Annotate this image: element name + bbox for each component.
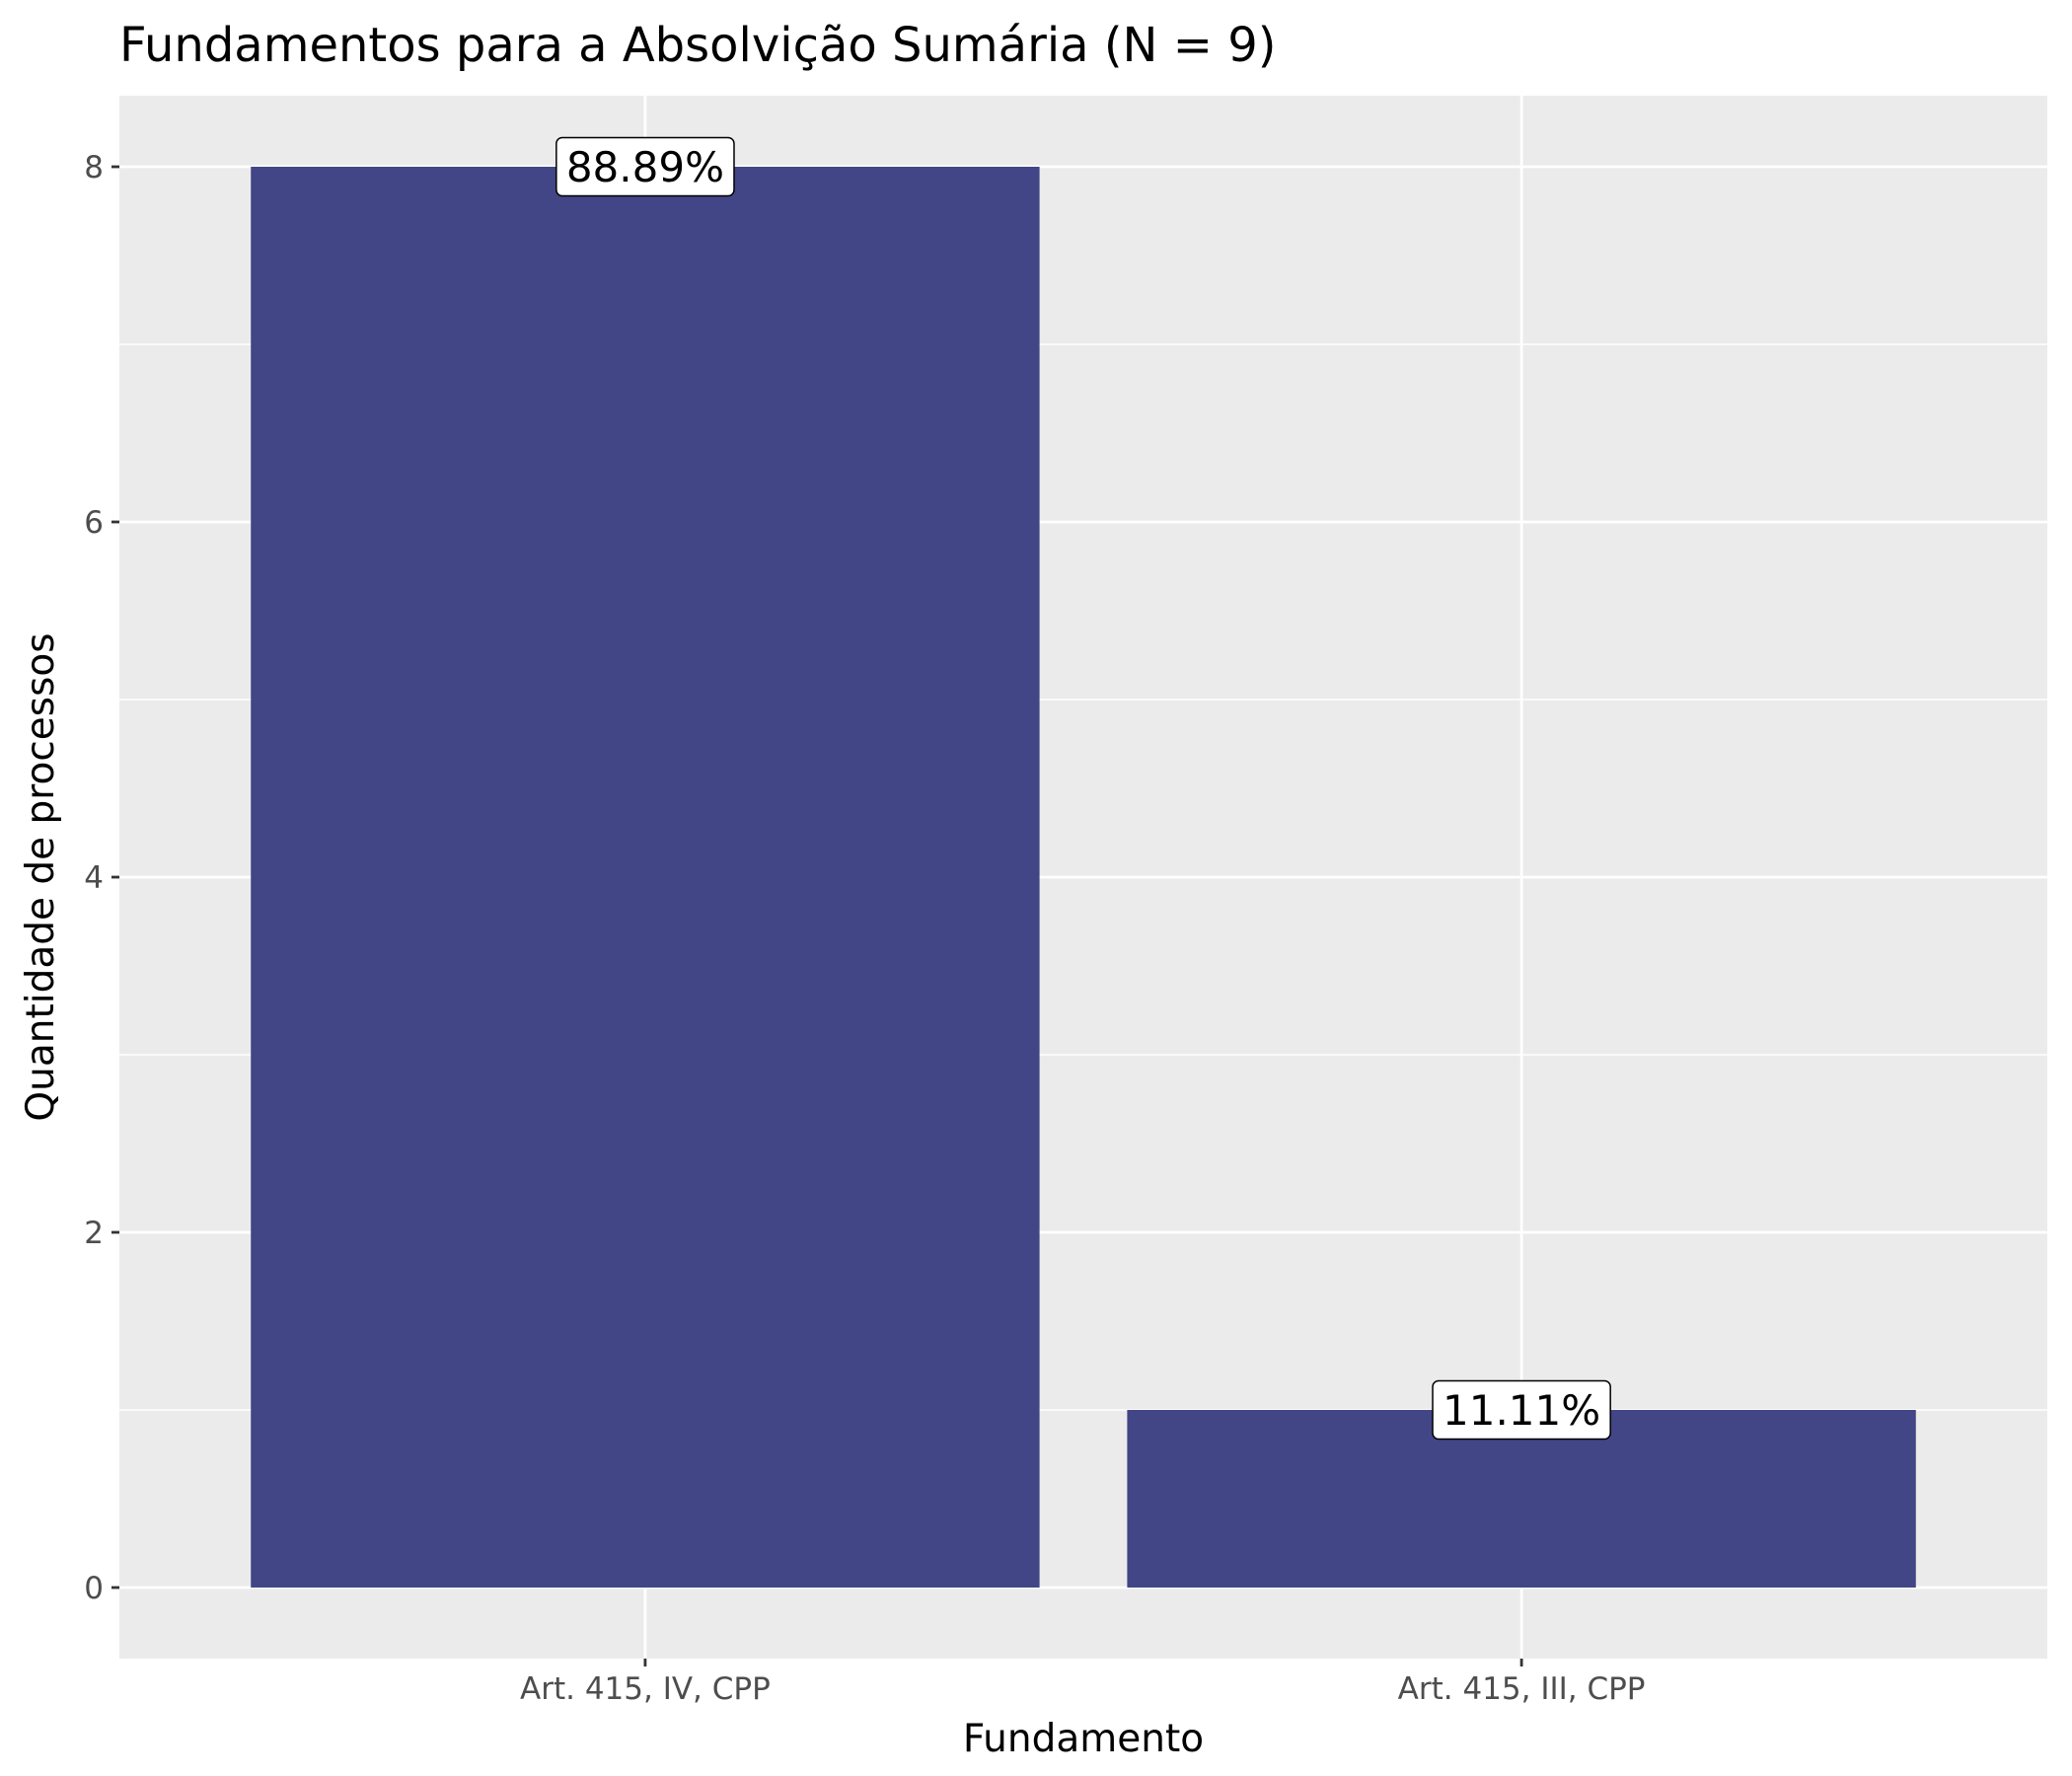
y-tick-label: 0 — [84, 1571, 104, 1606]
data-labels: 88.89% 11.11% — [555, 136, 1611, 1441]
x-axis: Art. 415, IV, CPP Art. 415, III, CPP — [520, 1659, 1646, 1707]
data-label-box — [1432, 1379, 1611, 1441]
y-axis-title: Quantidade de processos — [19, 632, 63, 1121]
x-tick-label: Art. 415, III, CPP — [1398, 1671, 1646, 1707]
y-tick-label: 8 — [84, 150, 104, 185]
y-tick-label: 6 — [84, 505, 104, 541]
data-label: 88.89% — [555, 136, 735, 197]
chart-title: Fundamentos para a Absolvição Sumária (N… — [119, 18, 1276, 73]
y-axis: 0 2 4 6 8 — [84, 150, 119, 1606]
y-tick-label: 4 — [84, 860, 104, 896]
y-tick-label: 2 — [84, 1216, 104, 1251]
data-label-box — [555, 136, 735, 197]
x-tick-label: Art. 415, IV, CPP — [520, 1671, 771, 1707]
data-label: 11.11% — [1432, 1379, 1611, 1441]
x-axis-title: Fundamento — [963, 1717, 1204, 1761]
data-label-text: 11.11% — [1443, 1386, 1600, 1435]
bar — [251, 167, 1040, 1588]
data-label-text: 88.89% — [566, 143, 724, 191]
